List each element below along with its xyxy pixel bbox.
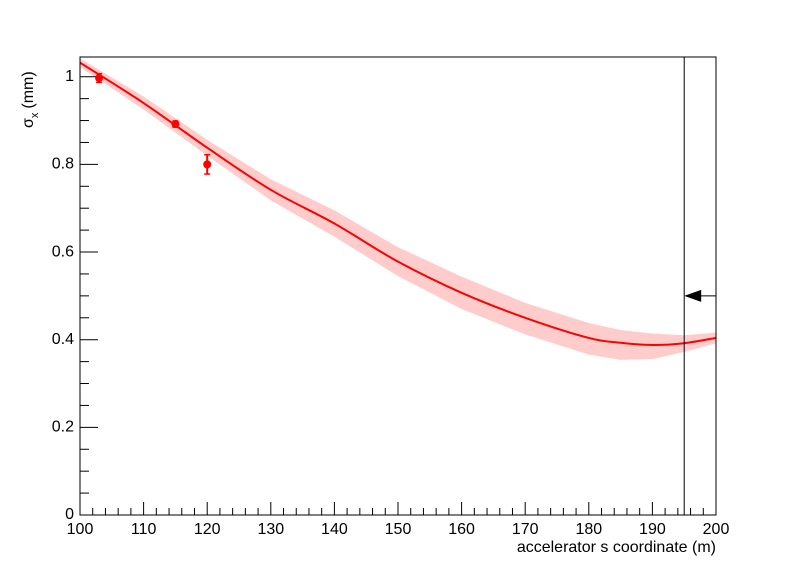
y-tick-label: 0.8 bbox=[52, 156, 74, 173]
y-tick-label: 0 bbox=[65, 506, 74, 523]
x-tick-label: 120 bbox=[194, 521, 221, 538]
fit-curve bbox=[79, 61, 717, 346]
x-tick-label: 150 bbox=[385, 521, 412, 538]
data-point bbox=[95, 74, 104, 83]
x-tick-label: 140 bbox=[321, 521, 348, 538]
y-title-unit: (mm) bbox=[20, 71, 37, 108]
x-tick-label: 110 bbox=[131, 521, 157, 538]
marker-arrow-head bbox=[684, 289, 702, 302]
y-tick-label: 0.6 bbox=[52, 243, 74, 260]
x-axis-title: accelerator s coordinate (m) bbox=[517, 539, 716, 556]
x-tick-label: 160 bbox=[448, 521, 475, 538]
y-title-sub: x bbox=[29, 112, 41, 118]
x-tick-label: 130 bbox=[257, 521, 284, 538]
x-tick-label: 200 bbox=[703, 521, 730, 538]
y-axis-title: σx (mm) bbox=[20, 71, 41, 128]
x-tick-label: 180 bbox=[575, 521, 602, 538]
data-point bbox=[203, 160, 212, 169]
x-tick-label: 170 bbox=[512, 521, 539, 538]
y-title-main: σ bbox=[20, 118, 37, 128]
x-tick-label: 100 bbox=[67, 521, 94, 538]
y-tick-label: 0.4 bbox=[52, 331, 74, 348]
data-point bbox=[171, 120, 180, 129]
x-tick-label: 190 bbox=[639, 521, 666, 538]
y-tick-label: 1 bbox=[65, 68, 74, 85]
y-tick-label: 0.2 bbox=[52, 419, 74, 436]
